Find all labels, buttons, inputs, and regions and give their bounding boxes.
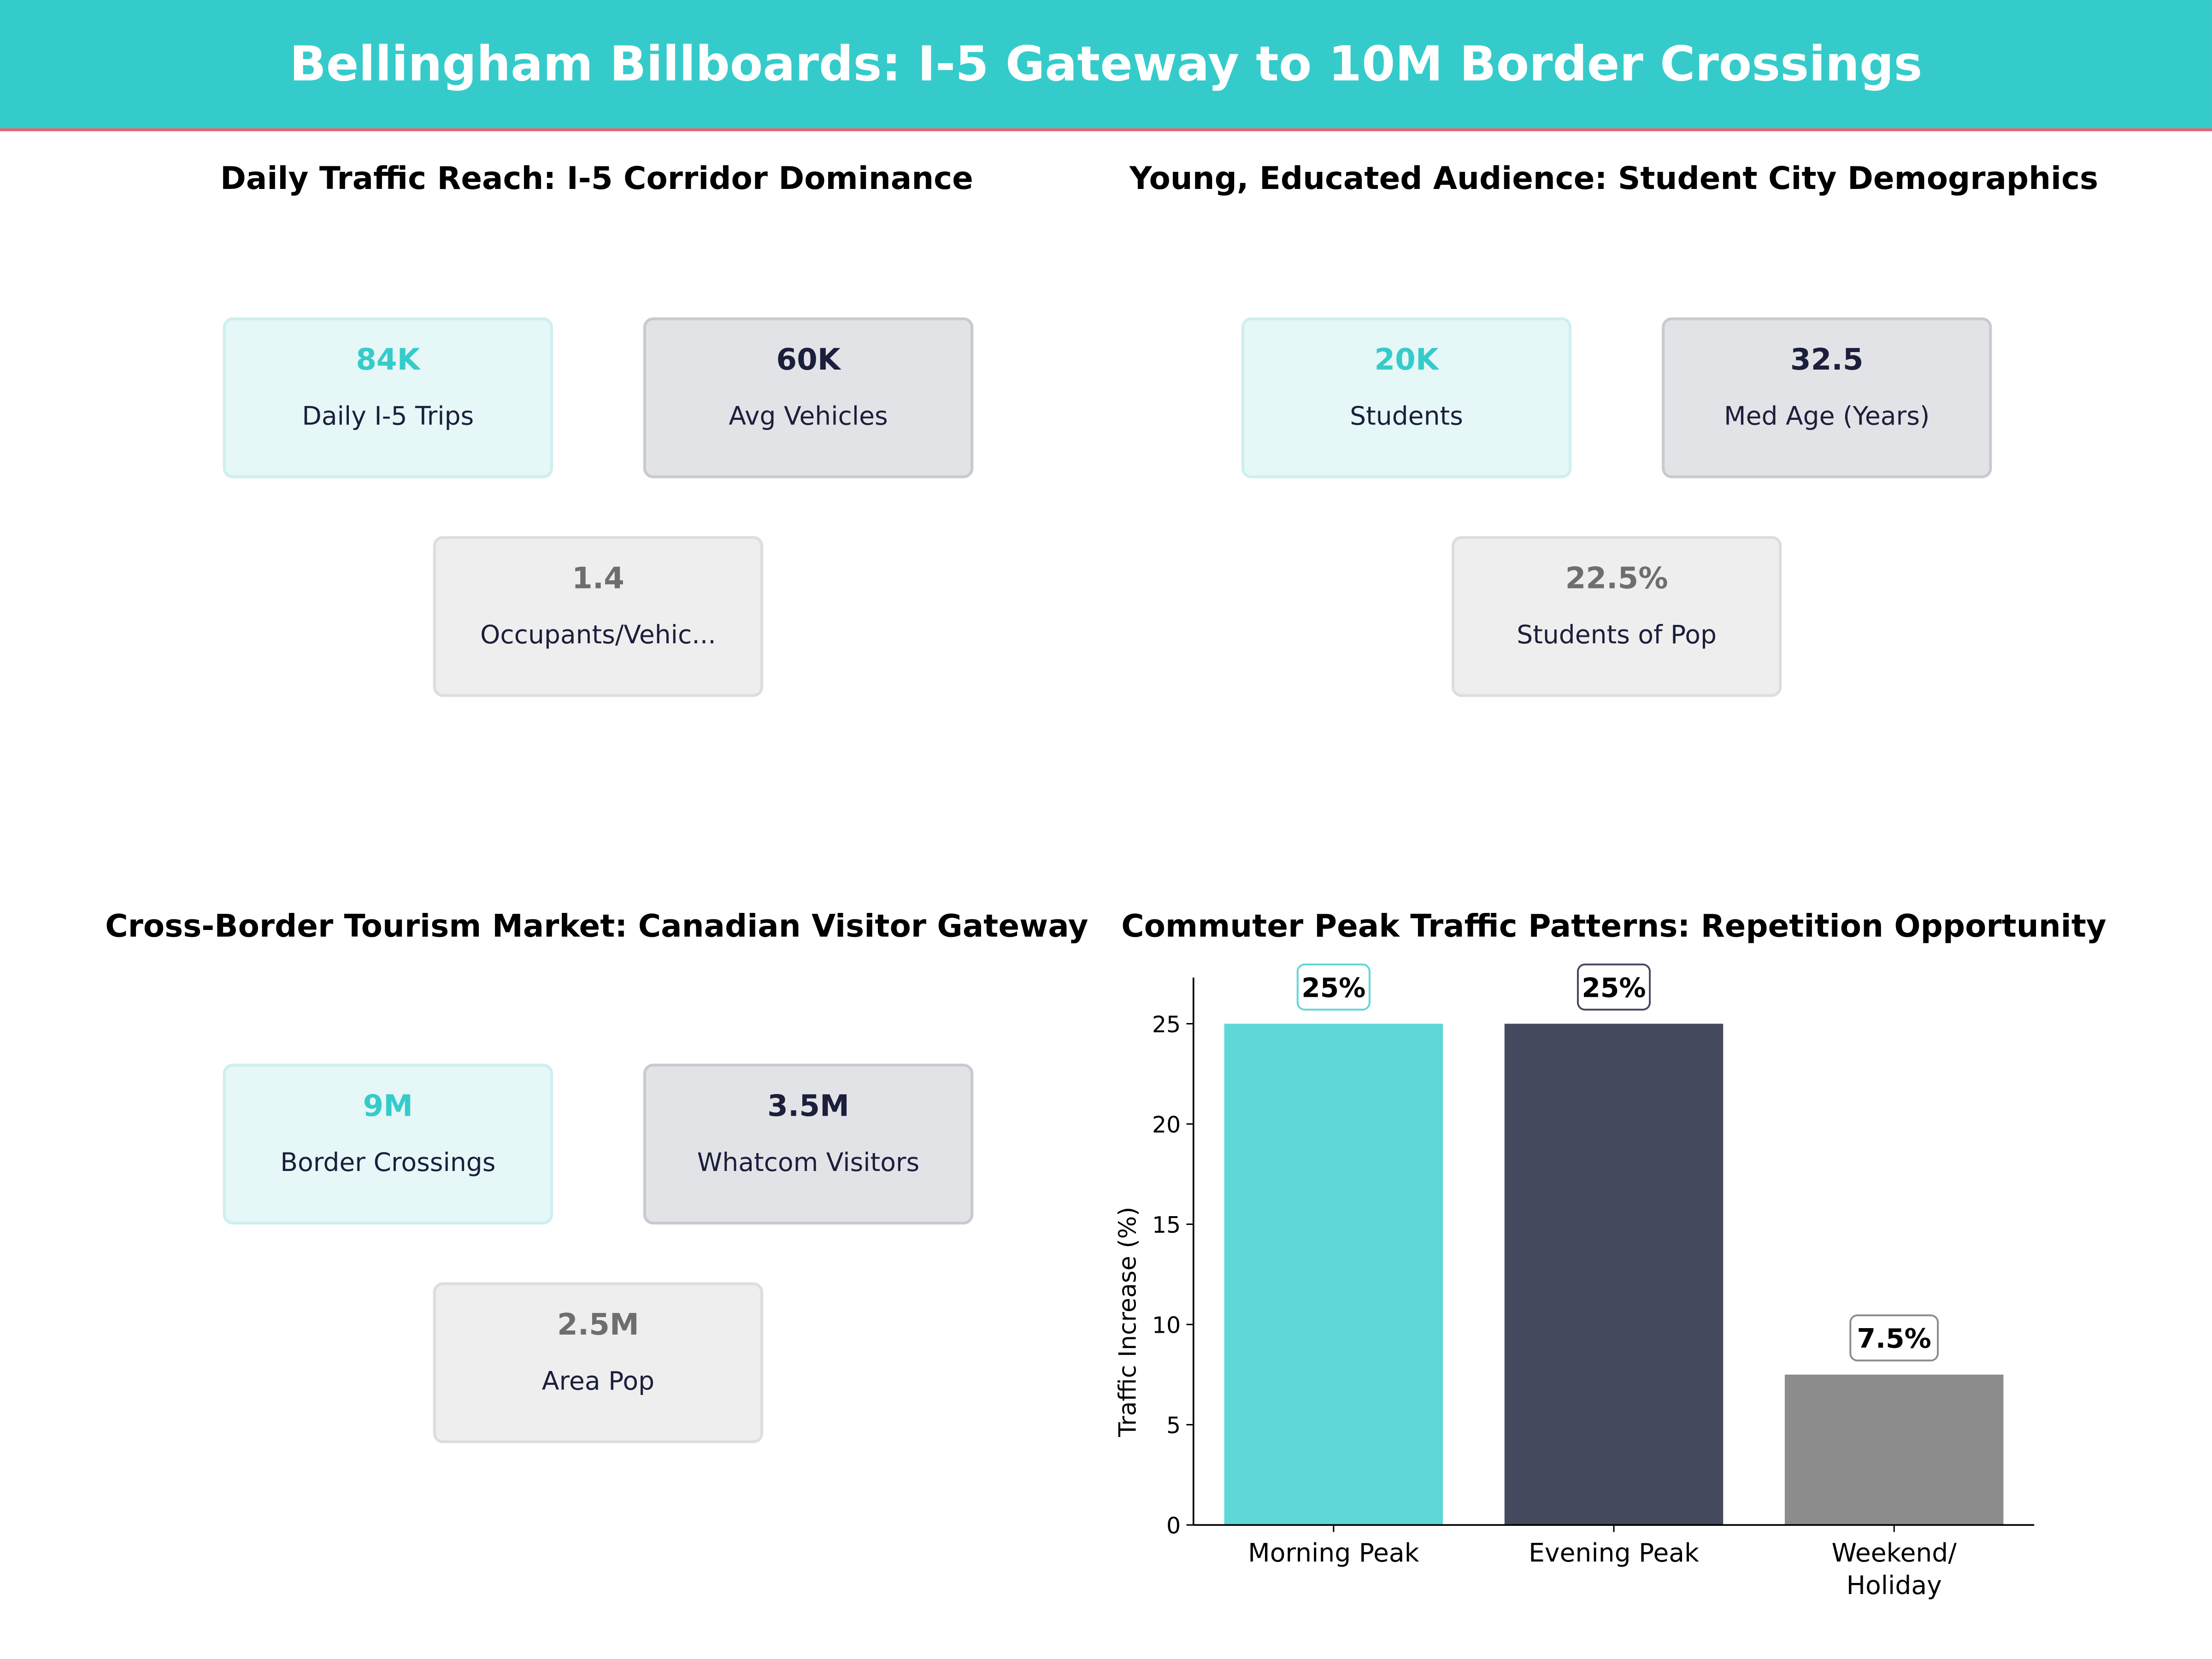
bar: [1784, 1374, 2004, 1525]
panel-title: Cross-Border Tourism Market: Canadian Vi…: [105, 910, 1088, 946]
metric-card: 84K Daily I-5 Trips: [223, 317, 553, 478]
y-tick-label: 0: [1166, 1513, 1181, 1539]
metric-card: 3.5M Whatcom Visitors: [643, 1064, 974, 1225]
panel-title: Daily Traffic Reach: I-5 Corridor Domina…: [220, 162, 973, 198]
y-tick-label: 10: [1152, 1312, 1181, 1338]
metric-card: 20K Students: [1241, 317, 1572, 478]
data-label: 25%: [1301, 972, 1365, 1003]
x-tick-label: Morning Peak: [1248, 1538, 1419, 1568]
y-tick-label: 5: [1166, 1412, 1181, 1439]
metric-value: 20K: [1374, 342, 1439, 377]
data-label-box: [1296, 963, 1371, 1011]
data-label: 25%: [1582, 972, 1646, 1003]
metric-card: 60K Avg Vehicles: [643, 317, 974, 478]
metric-value: 3.5M: [767, 1089, 849, 1123]
metric-value: 60K: [776, 342, 841, 377]
y-tick-label: 15: [1152, 1212, 1181, 1238]
header-banner: Bellingham Billboards: I-5 Gateway to 10…: [0, 0, 2212, 131]
metric-card: 2.5M Area Pop: [433, 1282, 764, 1443]
x-tick-label: Evening Peak: [1529, 1538, 1699, 1568]
x-tick-label: Holiday: [1847, 1571, 1942, 1600]
chart-title: Commuter Peak Traffic Patterns: Repetiti…: [1121, 910, 2106, 946]
bar: [1504, 1024, 1724, 1525]
metric-value: 84K: [356, 342, 420, 377]
metric-value: 22.5%: [1565, 561, 1668, 595]
panel-title: Young, Educated Audience: Student City D…: [1129, 162, 2099, 198]
page-title: Bellingham Billboards: I-5 Gateway to 10…: [289, 36, 1923, 93]
data-label-box: [1849, 1314, 1939, 1362]
data-label-box: [1577, 963, 1651, 1011]
metric-card: 22.5% Students of Pop: [1451, 536, 1782, 697]
metric-value: 1.4: [571, 561, 624, 595]
data-label: 7.5%: [1857, 1323, 1931, 1354]
x-tick-label: Weekend/: [1832, 1538, 1957, 1568]
metric-card: 9M Border Crossings: [223, 1064, 553, 1225]
y-axis-label: Traffic Increase (%): [1114, 1207, 1141, 1438]
metric-value: 2.5M: [557, 1307, 639, 1342]
bar: [1224, 1024, 1443, 1525]
metric-value: 32.5: [1790, 342, 1864, 377]
metric-card: 1.4 Occupants/Vehic...: [433, 536, 764, 697]
metric-value: 9M: [363, 1089, 413, 1123]
y-tick-label: 20: [1152, 1112, 1181, 1138]
y-tick-label: 25: [1152, 1012, 1181, 1038]
metric-card: 32.5 Med Age (Years): [1662, 317, 1992, 478]
